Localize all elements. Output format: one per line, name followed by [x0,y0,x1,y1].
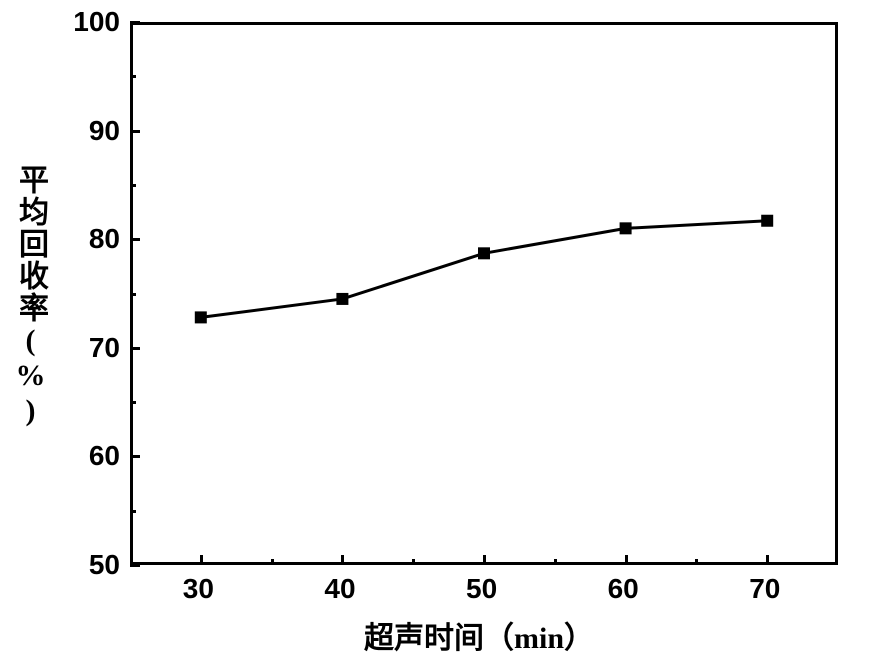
x-axis-label: 超声时间（min） [364,613,594,657]
y-tick-label: 70 [89,332,120,364]
y-tick-minor [130,75,136,78]
y-tick-minor [130,184,136,187]
y-tick-label: 50 [89,549,120,581]
x-tick-label: 50 [466,573,497,605]
x-tick-label: 40 [324,573,355,605]
y-tick-major [130,21,140,24]
x-tick-major [483,555,486,565]
x-tick-major [200,555,203,565]
x-tick-label: 70 [749,573,780,605]
y-tick-minor [130,510,136,513]
x-tick-major [766,555,769,565]
y-tick-major [130,347,140,350]
y-tick-major [130,455,140,458]
plot-area [130,22,838,565]
x-tick-minor [412,559,415,565]
y-tick-label: 100 [73,6,120,38]
chart-root: 平均回收率(%) 超声时间（min） 50 60 70 80 90 100 30 40 50 60… [0,0,880,659]
x-tick-minor [695,559,698,565]
y-tick-major [130,130,140,133]
x-tick-major [341,555,344,565]
x-tick-major [625,555,628,565]
y-tick-minor [130,293,136,296]
y-tick-major [130,564,140,567]
y-tick-minor [130,401,136,404]
x-tick-label: 60 [608,573,639,605]
x-tick-minor [554,559,557,565]
y-tick-label: 90 [89,115,120,147]
x-tick-label: 30 [183,573,214,605]
y-tick-major [130,238,140,241]
y-tick-label: 80 [89,223,120,255]
y-axis-label: 平均回收率(%) [8,164,52,429]
y-tick-label: 60 [89,440,120,472]
x-tick-minor [271,559,274,565]
